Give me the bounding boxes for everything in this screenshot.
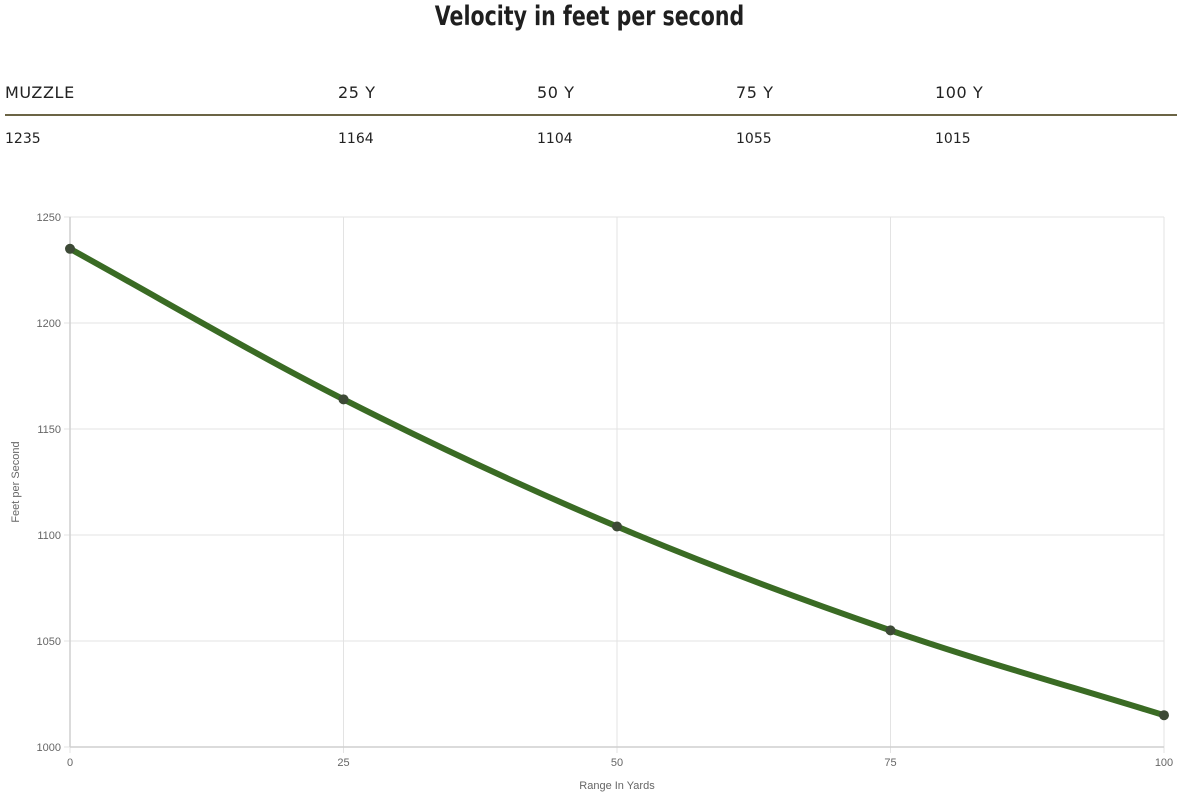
chart-title: Velocity in feet per second bbox=[434, 1, 745, 32]
x-tick-label: 0 bbox=[67, 757, 73, 769]
table-value-muzzle: 1235 bbox=[5, 131, 41, 147]
x-tick-label: 50 bbox=[611, 757, 623, 769]
table-header-75y: 75 Y bbox=[736, 83, 774, 102]
x-axis-label: Range In Yards bbox=[579, 780, 655, 792]
table-value-50y: 1104 bbox=[537, 131, 573, 147]
velocity-data-point bbox=[885, 625, 896, 636]
table-header-50y: 50 Y bbox=[537, 83, 575, 102]
velocity-table-header: MUZZLE 25 Y 50 Y 75 Y 100 Y bbox=[5, 80, 1177, 116]
velocity-data-point bbox=[65, 243, 75, 254]
velocity-chart: 1000 1050 1100 1150 1200 1250 0 25 50 75 100 Range… bbox=[0, 200, 1179, 795]
y-tick-label: 1150 bbox=[37, 424, 61, 436]
x-tick-label: 25 bbox=[337, 757, 349, 769]
y-tick-label: 1200 bbox=[37, 318, 61, 330]
table-value-75y: 1055 bbox=[736, 131, 772, 147]
velocity-data-point bbox=[612, 521, 622, 532]
y-tick-label: 1100 bbox=[37, 530, 61, 542]
grid-lines bbox=[64, 216, 1165, 753]
tick-labels: 1000 1050 1100 1150 1200 1250 0 25 50 75 100 bbox=[37, 212, 1174, 769]
table-header-muzzle: MUZZLE bbox=[5, 83, 75, 102]
table-header-25y: 25 Y bbox=[338, 83, 376, 102]
x-tick-label: 100 bbox=[1155, 757, 1173, 769]
velocity-table-values: 1235 1164 1104 1055 1015 bbox=[5, 126, 1177, 154]
table-header-100y: 100 Y bbox=[935, 83, 984, 102]
y-axis-label: Feet per Second bbox=[10, 441, 22, 522]
y-tick-label: 1250 bbox=[37, 212, 61, 224]
velocity-chart-svg: 1000 1050 1100 1150 1200 1250 0 25 50 75 100 Range… bbox=[10, 212, 1174, 792]
y-tick-label: 1000 bbox=[37, 742, 61, 754]
x-tick-label: 75 bbox=[884, 757, 896, 769]
table-value-100y: 1015 bbox=[935, 131, 971, 147]
velocity-data-point bbox=[1159, 710, 1169, 721]
y-tick-label: 1050 bbox=[37, 636, 61, 648]
series-layer bbox=[65, 243, 1169, 721]
axes bbox=[69, 217, 1164, 748]
velocity-data-point bbox=[338, 394, 349, 405]
table-value-25y: 1164 bbox=[338, 131, 374, 147]
